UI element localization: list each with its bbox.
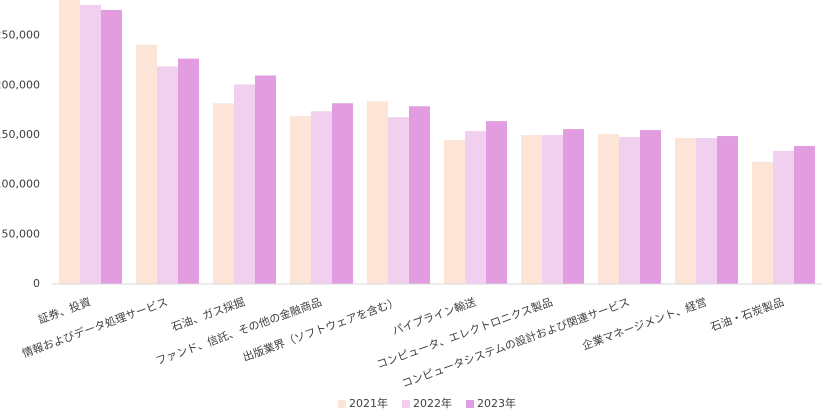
bar (717, 136, 738, 284)
y-tick-label: 0 (33, 277, 40, 290)
x-tick-label: 企業マネージメント、経営 (580, 294, 708, 352)
bar (213, 103, 234, 284)
legend-label: 2022年 (413, 396, 452, 410)
bar (255, 75, 276, 284)
bar (619, 137, 640, 284)
bar (675, 138, 696, 284)
legend-swatch (338, 400, 346, 408)
y-tick-label: 50,000 (2, 227, 41, 240)
bar (80, 4, 101, 285)
bar (773, 150, 794, 284)
bar (290, 116, 311, 284)
bar (136, 44, 157, 284)
bar (59, 0, 80, 285)
legend-label: 2021年 (349, 396, 388, 410)
bar (388, 117, 409, 284)
bar (794, 145, 815, 284)
bar (486, 121, 507, 284)
bar (640, 130, 661, 284)
y-tick-label: 150,000 (0, 128, 40, 141)
bar (521, 135, 542, 284)
bar (563, 129, 584, 284)
legend-label: 2023年 (477, 396, 516, 410)
bar (178, 58, 199, 284)
bar (234, 84, 255, 284)
x-tick-label: 情報およびデータ処理サービス (20, 294, 170, 360)
legend-swatch (402, 400, 410, 408)
legend-swatch (466, 400, 474, 408)
bar (367, 101, 388, 284)
bar (696, 138, 717, 284)
bar (465, 131, 486, 284)
bar (101, 9, 122, 284)
bar (409, 106, 430, 285)
bar (598, 134, 619, 284)
y-tick-label: 250,000 (0, 29, 40, 42)
x-tick-label: 石油・石炭製品 (708, 294, 785, 333)
bar (542, 135, 563, 284)
y-tick-label: 100,000 (0, 178, 40, 191)
bar (444, 140, 465, 284)
bar (752, 161, 773, 284)
x-tick-label: 証券、投資 (36, 294, 92, 326)
bar (311, 111, 332, 284)
y-tick-label: 200,000 (0, 78, 40, 91)
plot-area (59, 0, 815, 285)
bar (157, 66, 178, 285)
bar (332, 103, 353, 284)
